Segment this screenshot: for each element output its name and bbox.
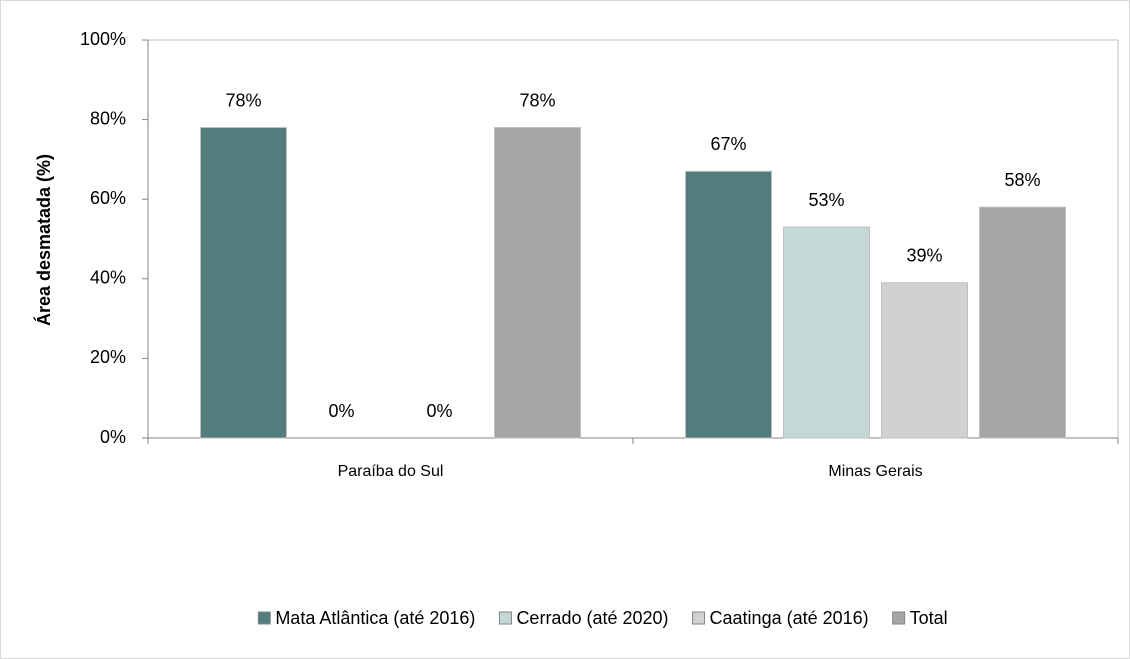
- y-tick-label: 60%: [90, 188, 126, 208]
- legend-swatch: [498, 611, 512, 625]
- bar: [979, 206, 1066, 439]
- y-tick-label: 20%: [90, 347, 126, 367]
- legend-swatch: [692, 611, 706, 625]
- data-label: 0%: [328, 401, 354, 421]
- bar: [494, 127, 581, 439]
- data-label: 78%: [225, 90, 261, 110]
- bar: [200, 127, 287, 439]
- legend-swatch: [257, 611, 271, 625]
- y-axis-label: Área desmatada (%): [33, 154, 54, 326]
- bar: [881, 282, 968, 439]
- bar: [783, 226, 870, 439]
- bar: [685, 170, 772, 439]
- y-tick-label: 100%: [80, 29, 126, 49]
- data-label: 78%: [519, 90, 555, 110]
- data-label: 39%: [906, 246, 942, 266]
- legend-label: Caatinga (até 2016): [710, 608, 869, 628]
- x-tick-label: Paraíba do Sul: [338, 463, 444, 480]
- data-label: 53%: [808, 190, 844, 210]
- legend-label: Total: [910, 608, 948, 628]
- x-tick-label: Minas Gerais: [828, 463, 922, 480]
- y-tick-label: 80%: [90, 108, 126, 128]
- data-label: 58%: [1004, 170, 1040, 190]
- data-label: 67%: [710, 134, 746, 154]
- y-tick-label: 40%: [90, 268, 126, 288]
- y-tick-label: 0%: [100, 427, 126, 447]
- legend-swatch: [892, 611, 906, 625]
- legend-label: Mata Atlântica (até 2016): [275, 608, 475, 628]
- data-label: 0%: [426, 401, 452, 421]
- legend-label: Cerrado (até 2020): [516, 608, 668, 628]
